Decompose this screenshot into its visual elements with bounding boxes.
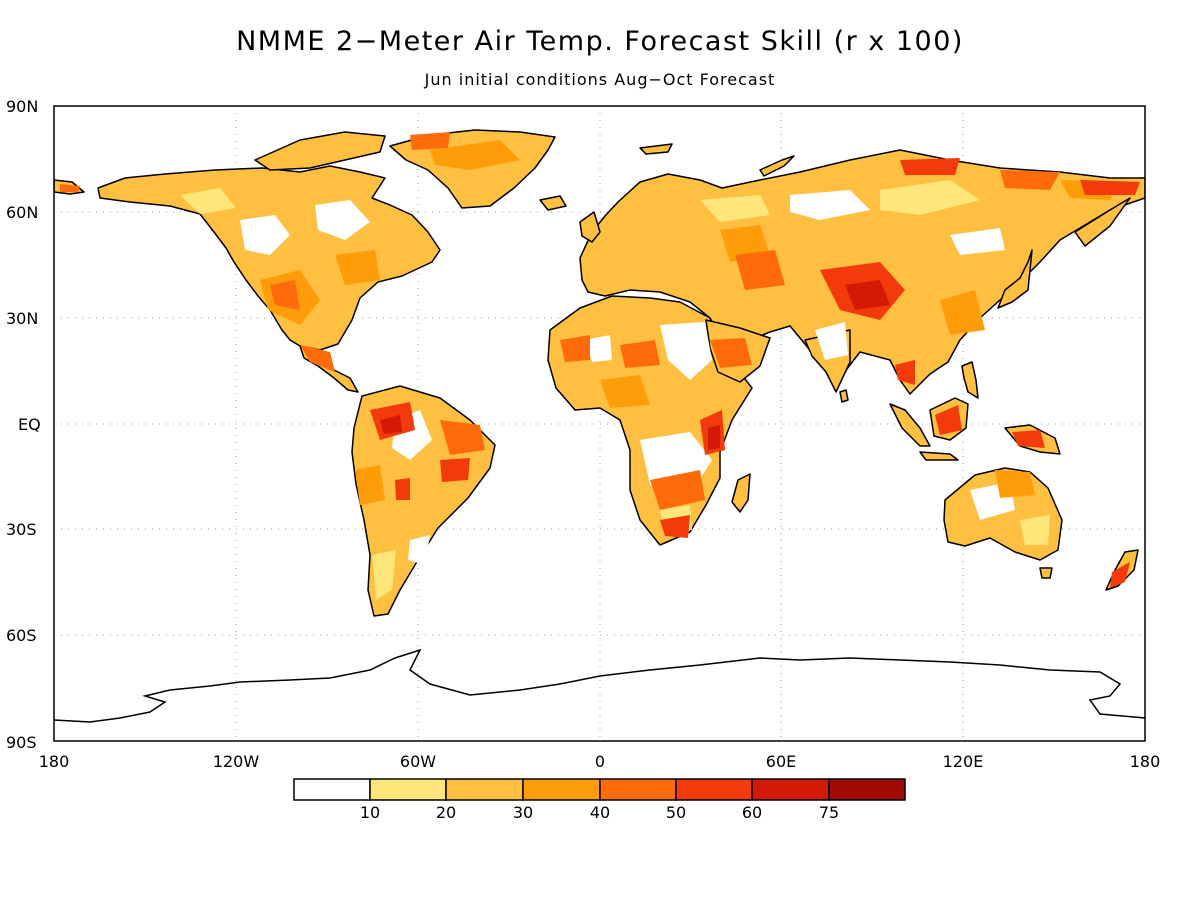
colorbar-box [599, 778, 677, 801]
lon-label: 0 [595, 752, 605, 771]
colorbar-box [751, 778, 830, 801]
map-subtitle: Jun initial conditions Aug−Oct Forecast [424, 70, 776, 89]
lat-label: 90N [6, 97, 38, 116]
canadian-arctic-islands [254, 131, 386, 171]
map-frame [53, 105, 1146, 742]
colorbar-box [293, 778, 371, 801]
lon-label: 60W [400, 752, 436, 771]
lat-label: 90S [6, 733, 37, 752]
iceland [539, 195, 567, 211]
north-america [97, 165, 441, 351]
svalbard-novaya-zemlya [639, 143, 795, 177]
colorbar-box [369, 778, 447, 801]
lat-axis: 90N 60N 30N EQ 30S 60S 90S [6, 97, 41, 752]
madagascar [731, 473, 751, 513]
lat-label: 60N [6, 203, 38, 222]
kamchatka [1074, 197, 1131, 247]
lat-label: EQ [18, 415, 41, 434]
colorbar-label: 10 [360, 803, 380, 822]
lon-label: 120E [943, 752, 984, 771]
lon-label: 60E [766, 752, 796, 771]
colorbar-label: 50 [666, 803, 686, 822]
colorbar-label: 75 [819, 803, 839, 822]
antarctica-coastline [54, 648, 1145, 723]
lat-label: 60S [6, 626, 37, 645]
japan [997, 249, 1033, 309]
lat-label: 30S [6, 520, 37, 539]
lon-label: 120W [213, 752, 260, 771]
colorbar-label: 40 [590, 803, 610, 822]
colorbar-box [445, 778, 524, 801]
british-isles [579, 211, 601, 243]
java [919, 451, 959, 461]
map-title: NMME 2−Meter Air Temp. Forecast Skill (r… [236, 26, 964, 57]
colorbar-label: 60 [742, 803, 762, 822]
lon-axis: 180 120W 60W 0 60E 120E 180 [39, 752, 1161, 771]
colorbar-box [828, 778, 906, 801]
colorbar-label: 30 [513, 803, 533, 822]
sri-lanka [839, 389, 849, 403]
sumatra [889, 403, 931, 447]
skill-patches [60, 132, 1140, 600]
colorbar-box [675, 778, 753, 801]
colorbar-label: 20 [436, 803, 456, 822]
lon-label: 180 [1130, 752, 1161, 771]
lat-label: 30N [6, 309, 38, 328]
philippines [961, 361, 979, 399]
colorbar: 10 20 30 40 50 60 75 [293, 778, 906, 822]
colorbar-box [522, 778, 601, 801]
lon-label: 180 [39, 752, 70, 771]
tasmania [1039, 567, 1053, 579]
